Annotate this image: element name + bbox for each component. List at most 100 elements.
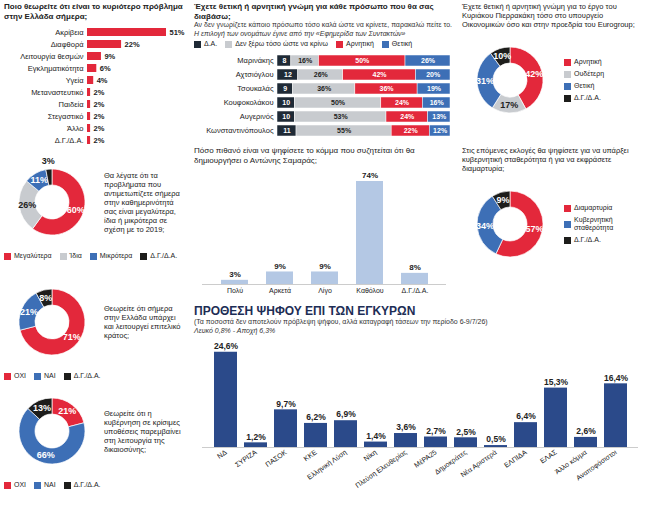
svg-text:24%: 24% xyxy=(395,99,410,106)
svg-text:36%: 36% xyxy=(379,85,394,92)
svg-text:17%: 17% xyxy=(500,100,518,110)
svg-text:2%: 2% xyxy=(94,136,105,145)
svg-text:8%: 8% xyxy=(409,263,421,272)
svg-text:20%: 20% xyxy=(426,71,441,78)
svg-text:Καθόλου: Καθόλου xyxy=(356,287,384,294)
svg-text:6,9%: 6,9% xyxy=(336,409,356,419)
svg-text:ΝΔ: ΝΔ xyxy=(216,448,228,460)
svg-text:3,6%: 3,6% xyxy=(396,422,416,432)
svg-text:12%: 12% xyxy=(433,127,448,134)
svg-text:1,4%: 1,4% xyxy=(366,431,386,441)
svg-text:9%: 9% xyxy=(274,262,286,271)
svg-text:10: 10 xyxy=(282,113,290,120)
svg-text:8%: 8% xyxy=(39,293,52,303)
svg-text:36%: 36% xyxy=(317,85,332,92)
svg-text:26%: 26% xyxy=(421,57,436,64)
svg-text:2%: 2% xyxy=(94,112,105,121)
svg-text:ΕΛΑΣ: ΕΛΑΣ xyxy=(539,448,559,465)
svg-text:Μαρινάκης: Μαρινάκης xyxy=(237,56,274,65)
svg-text:51%: 51% xyxy=(170,28,185,37)
svg-text:ΠΑΣΟΚ: ΠΑΣΟΚ xyxy=(264,448,288,468)
svg-text:9,7%: 9,7% xyxy=(276,399,296,409)
svg-text:Λειτουργία θεσμών: Λειτουργία θεσμών xyxy=(20,52,84,61)
svg-text:22%: 22% xyxy=(125,40,140,49)
svg-text:55%: 55% xyxy=(337,127,352,134)
svg-text:16%: 16% xyxy=(430,99,445,106)
svg-text:Νέα Αριστερά: Νέα Αριστερά xyxy=(459,448,498,479)
svg-text:ΣΥΡΙΖΑ: ΣΥΡΙΖΑ xyxy=(234,448,258,468)
svg-text:2%: 2% xyxy=(94,88,105,97)
svg-text:3%: 3% xyxy=(42,156,55,166)
svg-text:15,3%: 15,3% xyxy=(544,377,569,387)
svg-text:21%: 21% xyxy=(58,406,76,416)
svg-text:0,5%: 0,5% xyxy=(486,434,506,444)
svg-text:ΕΛΠΙΔΑ: ΕΛΠΙΔΑ xyxy=(503,448,528,469)
svg-text:24,6%: 24,6% xyxy=(214,341,239,351)
svg-text:ΚΚΕ: ΚΚΕ xyxy=(302,448,318,462)
svg-text:16%: 16% xyxy=(298,57,313,64)
svg-text:Υγεία: Υγεία xyxy=(66,76,84,85)
svg-text:9%: 9% xyxy=(497,195,510,205)
svg-text:Αχτσιόγλου: Αχτσιόγλου xyxy=(236,70,274,79)
svg-text:4%: 4% xyxy=(97,76,108,85)
svg-text:22%: 22% xyxy=(404,127,419,134)
svg-text:8: 8 xyxy=(282,57,286,64)
svg-text:Δ.Γ./Δ.Α.: Δ.Γ./Δ.Α. xyxy=(55,136,84,145)
svg-text:2,7%: 2,7% xyxy=(426,426,446,436)
svg-text:16,4%: 16,4% xyxy=(604,373,629,383)
svg-text:21%: 21% xyxy=(20,307,38,317)
svg-text:Ακρίβεια: Ακρίβεια xyxy=(55,28,84,37)
svg-text:9: 9 xyxy=(283,85,287,92)
svg-text:53%: 53% xyxy=(334,113,349,120)
svg-text:50%: 50% xyxy=(331,99,346,106)
svg-text:ΜέΡΑ25: ΜέΡΑ25 xyxy=(413,448,438,468)
svg-text:Αρκετά: Αρκετά xyxy=(269,287,291,295)
svg-text:12: 12 xyxy=(284,71,292,78)
svg-text:Πολύ: Πολύ xyxy=(227,287,243,294)
svg-text:9%: 9% xyxy=(319,262,331,271)
svg-text:Νίκη: Νίκη xyxy=(362,448,378,463)
svg-text:6,2%: 6,2% xyxy=(306,412,326,422)
svg-text:Αυγερινός: Αυγερινός xyxy=(240,112,274,121)
svg-text:2%: 2% xyxy=(94,124,105,133)
svg-text:Διαφθορά: Διαφθορά xyxy=(51,40,84,49)
svg-text:34%: 34% xyxy=(476,221,494,231)
svg-text:19%: 19% xyxy=(427,85,442,92)
svg-text:Αναποφάσιστοι: Αναποφάσιστοι xyxy=(575,448,619,482)
svg-text:13%: 13% xyxy=(432,113,447,120)
svg-text:42%: 42% xyxy=(373,71,388,78)
svg-text:Παιδεία: Παιδεία xyxy=(59,100,85,109)
svg-text:Πλεύση Ελευθερίας: Πλεύση Ελευθερίας xyxy=(354,448,409,490)
svg-text:Ελληνική Λύση: Ελληνική Λύση xyxy=(306,448,349,481)
svg-text:57%: 57% xyxy=(525,224,543,234)
svg-text:50%: 50% xyxy=(355,57,370,64)
svg-text:Λίγο: Λίγο xyxy=(318,287,332,295)
svg-text:10: 10 xyxy=(282,99,290,106)
svg-text:24%: 24% xyxy=(400,113,415,120)
svg-text:31%: 31% xyxy=(476,76,494,86)
svg-text:Στεγαστικό: Στεγαστικό xyxy=(48,112,84,121)
svg-text:2%: 2% xyxy=(94,100,105,109)
svg-text:26%: 26% xyxy=(314,71,329,78)
svg-text:6%: 6% xyxy=(100,64,111,73)
svg-text:13%: 13% xyxy=(33,403,51,413)
svg-text:Κουφοκολάκου: Κουφοκολάκου xyxy=(224,98,274,107)
svg-text:2,6%: 2,6% xyxy=(576,426,596,436)
svg-text:10%: 10% xyxy=(493,51,511,61)
svg-text:66%: 66% xyxy=(37,450,55,460)
svg-text:11%: 11% xyxy=(31,175,49,185)
svg-text:26%: 26% xyxy=(18,200,36,210)
svg-text:9%: 9% xyxy=(104,52,115,61)
svg-text:3%: 3% xyxy=(229,270,241,279)
svg-text:2,5%: 2,5% xyxy=(456,427,476,437)
svg-text:Κωνσταντινόπουλος: Κωνσταντινόπουλος xyxy=(206,126,274,135)
svg-text:Μεταναστευτικό: Μεταναστευτικό xyxy=(31,88,83,97)
svg-text:11: 11 xyxy=(283,127,291,134)
svg-text:1,2%: 1,2% xyxy=(246,432,266,442)
svg-text:Τσουκαλάς: Τσουκαλάς xyxy=(237,84,274,93)
svg-text:Άλλο: Άλλο xyxy=(67,124,84,133)
svg-text:60%: 60% xyxy=(67,205,85,215)
svg-text:Δ.Γ./Δ.Α.: Δ.Γ./Δ.Α. xyxy=(402,287,429,294)
svg-text:71%: 71% xyxy=(63,332,81,342)
svg-text:42%: 42% xyxy=(525,69,543,79)
